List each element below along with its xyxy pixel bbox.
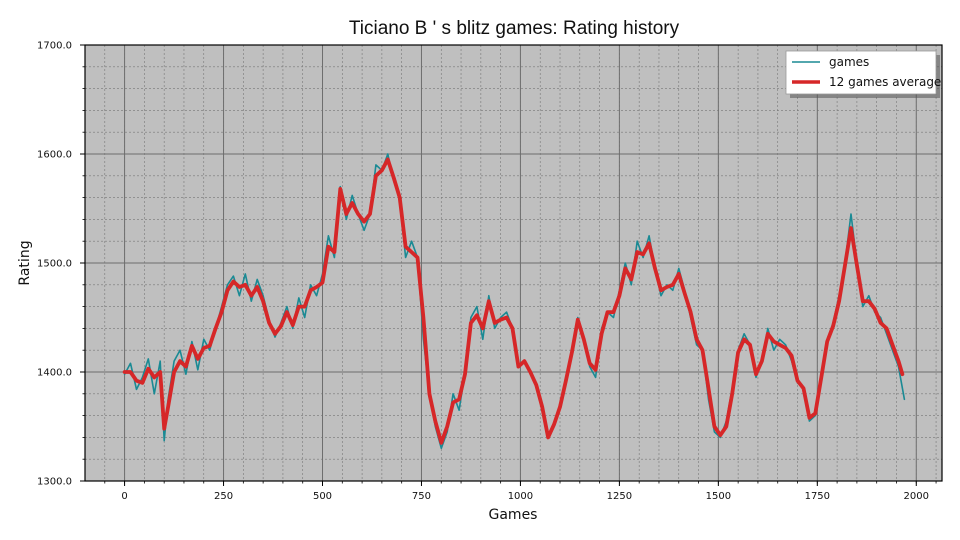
x-tick-label: 1750: [805, 491, 830, 502]
y-tick-label: 1600.0: [37, 150, 72, 161]
x-tick-label: 750: [412, 491, 431, 502]
series-layer: [122, 153, 906, 450]
legend: games 12 games average: [785, 50, 941, 98]
x-tick-label: 500: [313, 491, 332, 502]
legend-label-average: 12 games average: [829, 75, 941, 89]
series-line-average: [122, 157, 905, 445]
y-tick-label: 1300.0: [37, 477, 72, 488]
legend-label-games: games: [829, 55, 869, 69]
x-axis-label: Games: [489, 507, 538, 523]
chart-title: Ticiano B ' s blitz games: Rating histor…: [349, 18, 680, 39]
y-tick-label: 1500.0: [37, 259, 72, 270]
x-tick-label: 1000: [508, 491, 533, 502]
legend-box: [785, 50, 937, 95]
y-axis-ticks: 1300.0 1400.0 1500.0 1600.0 1700.0: [37, 41, 85, 488]
y-axis-label: Rating: [17, 240, 33, 285]
y-tick-label: 1700.0: [37, 41, 72, 52]
x-tick-label: 250: [214, 491, 233, 502]
x-tick-label: 1250: [607, 491, 632, 502]
x-axis-ticks: 0 250 500 750 1000 1250 1500 1750 2000: [104, 481, 937, 502]
x-tick-label: 2000: [904, 491, 929, 502]
y-tick-label: 1400.0: [37, 368, 72, 379]
x-tick-label: 0: [121, 491, 127, 502]
x-tick-label: 1500: [706, 491, 731, 502]
